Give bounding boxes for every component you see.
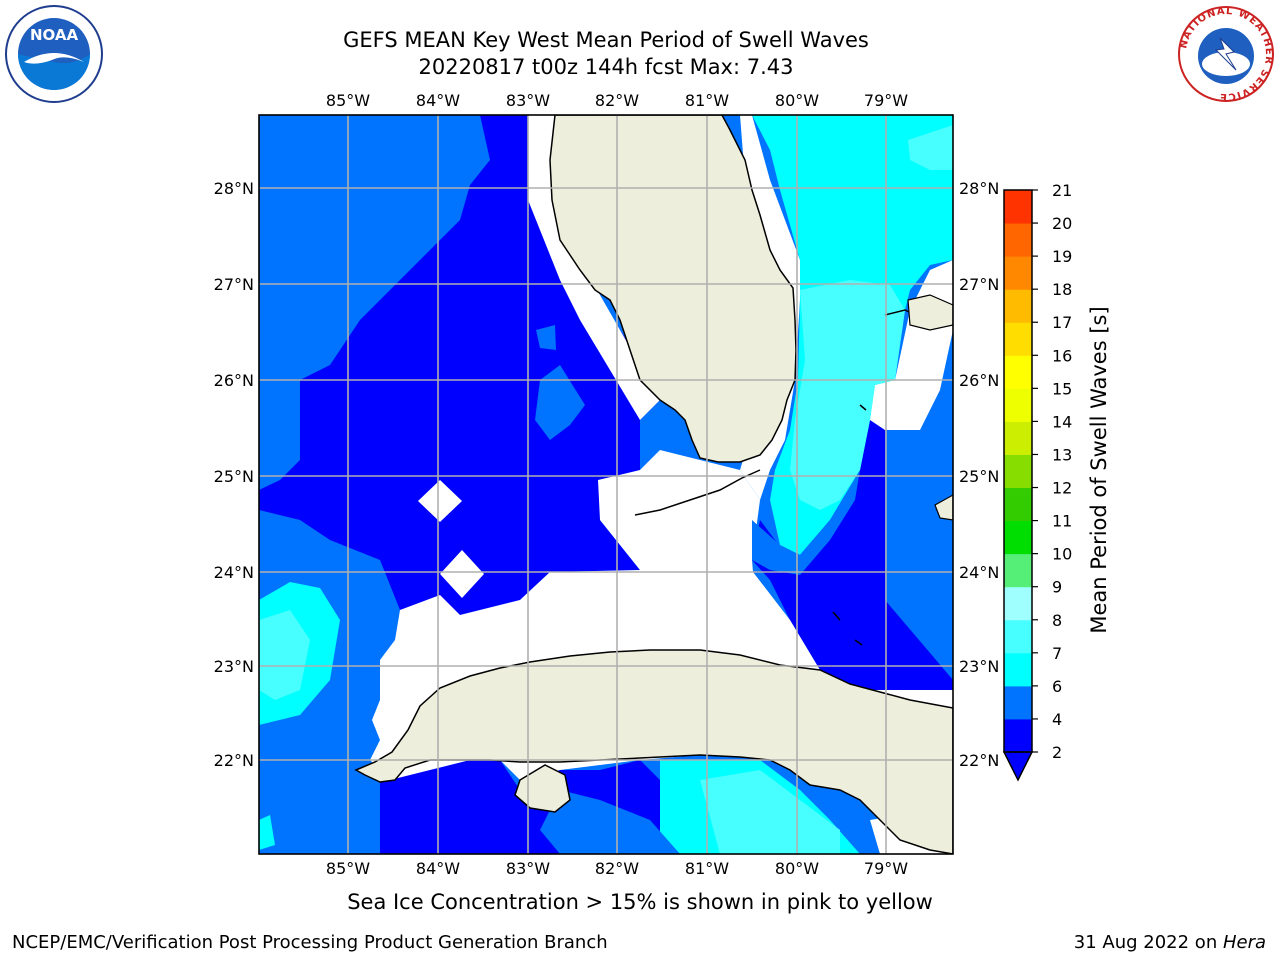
lat-label: 25°N (959, 467, 999, 486)
lon-label: 79°W (864, 859, 908, 878)
colorbar-tick-label: 12 (1052, 479, 1072, 498)
colorbar-segment (1004, 355, 1032, 389)
lat-label: 24°N (959, 563, 999, 582)
lon-label: 82°W (595, 859, 639, 878)
lat-label: 25°N (214, 467, 254, 486)
map-title: GEFS MEAN Key West Mean Period of Swell … (343, 28, 869, 52)
lon-label: 84°W (416, 91, 460, 110)
lon-label: 85°W (326, 859, 370, 878)
credit-system: Hera (1222, 932, 1266, 953)
national-weather-service-logo-icon: NATIONAL WEATHER SERVICE (1178, 6, 1274, 102)
colorbar-tick-label: 11 (1052, 512, 1072, 531)
colorbar-tick-label: 16 (1052, 346, 1072, 365)
colorbar-tick-label: 8 (1052, 611, 1062, 630)
map-subtitle: 20220817 t00z 144h fcst Max: 7.43 (418, 55, 794, 79)
lon-label: 82°W (595, 91, 639, 110)
lat-label: 28°N (214, 179, 254, 198)
credit-date-text: 31 Aug 2022 on (1073, 932, 1223, 953)
lat-label: 28°N (959, 179, 999, 198)
colorbar-label: Mean Period of Swell Waves [s] (1087, 306, 1111, 633)
colorbar-tick-label: 13 (1052, 445, 1072, 464)
lat-label: 27°N (959, 275, 999, 294)
noaa-logo-text: NOAA (30, 26, 79, 44)
credit-organization: NCEP/EMC/Verification Post Processing Pr… (12, 932, 608, 953)
colorbar-tick-label: 17 (1052, 313, 1072, 332)
lon-label: 79°W (864, 91, 908, 110)
lat-label: 22°N (959, 751, 999, 770)
colorbar-tick-label: 18 (1052, 280, 1072, 299)
lat-label: 23°N (214, 657, 254, 676)
sea-ice-note: Sea Ice Concentration > 15% is shown in … (347, 890, 933, 914)
colorbar-segment (1004, 619, 1032, 654)
colorbar-segment (1004, 256, 1032, 290)
lat-label: 26°N (959, 371, 999, 390)
colorbar-segment (1004, 586, 1032, 621)
colorbar-tick-label: 2 (1052, 743, 1062, 762)
lat-label: 22°N (214, 751, 254, 770)
colorbar-segment (1004, 487, 1032, 522)
lon-label: 81°W (685, 91, 729, 110)
colorbar-segment (1004, 718, 1032, 753)
colorbar-segment (1004, 223, 1032, 257)
lat-labels-left: 28°N 27°N 26°N 25°N 24°N 23°N 22°N (214, 179, 254, 770)
colorbar-segment (1004, 454, 1032, 489)
swell-period-field (259, 115, 953, 854)
lat-labels-right: 28°N 27°N 26°N 25°N 24°N 23°N 22°N (959, 179, 999, 770)
colorbar-frame (1003, 189, 1033, 753)
credit-date: 31 Aug 2022 on Hera (1074, 932, 1266, 953)
colorbar-tick-label: 15 (1052, 379, 1072, 398)
colorbar-segment (1004, 322, 1032, 356)
lon-label: 83°W (506, 91, 550, 110)
colorbar-segment (1004, 421, 1032, 455)
lat-label: 24°N (214, 563, 254, 582)
colorbar-tick-label: 9 (1052, 578, 1062, 597)
colorbar-segment (1004, 553, 1032, 588)
lon-labels-top: 85°W 84°W 83°W 82°W 81°W 80°W 79°W (326, 91, 908, 110)
lat-label: 26°N (214, 371, 254, 390)
lat-label: 27°N (214, 275, 254, 294)
lat-label: 23°N (959, 657, 999, 676)
lon-label: 80°W (775, 859, 819, 878)
colorbar-segment (1004, 685, 1032, 720)
colorbar-tick-label: 4 (1052, 710, 1062, 729)
colorbar-tick-label: 7 (1052, 644, 1062, 663)
colorbar-tick-label: 10 (1052, 545, 1072, 564)
colorbar-tick-label: 19 (1052, 247, 1072, 266)
lon-label: 85°W (326, 91, 370, 110)
colorbar-under-extension (1002, 751, 1034, 782)
colorbar: 2 4 6 7 8 9 10 11 12 13 14 15 16 17 18 19 20 21 (1002, 181, 1072, 782)
colorbar-tick-label: 14 (1052, 412, 1072, 431)
lon-label: 81°W (685, 859, 729, 878)
map-gridlines (259, 115, 953, 854)
colorbar-segment (1004, 520, 1032, 555)
colorbar-segment (1004, 289, 1032, 323)
lon-labels-bottom: 85°W 84°W 83°W 82°W 81°W 80°W 79°W (326, 859, 908, 878)
colorbar-segment (1004, 652, 1032, 687)
lon-label: 83°W (506, 859, 550, 878)
colorbar-tick-label: 21 (1052, 181, 1072, 200)
colorbar-segment (1004, 388, 1032, 422)
colorbar-tick-label: 20 (1052, 214, 1072, 233)
lon-label: 84°W (416, 859, 460, 878)
lon-label: 80°W (775, 91, 819, 110)
colorbar-tick-label: 6 (1052, 677, 1062, 696)
noaa-logo-icon: NOAA (5, 5, 103, 103)
map-frame (258, 114, 954, 855)
colorbar-segment (1004, 190, 1032, 224)
